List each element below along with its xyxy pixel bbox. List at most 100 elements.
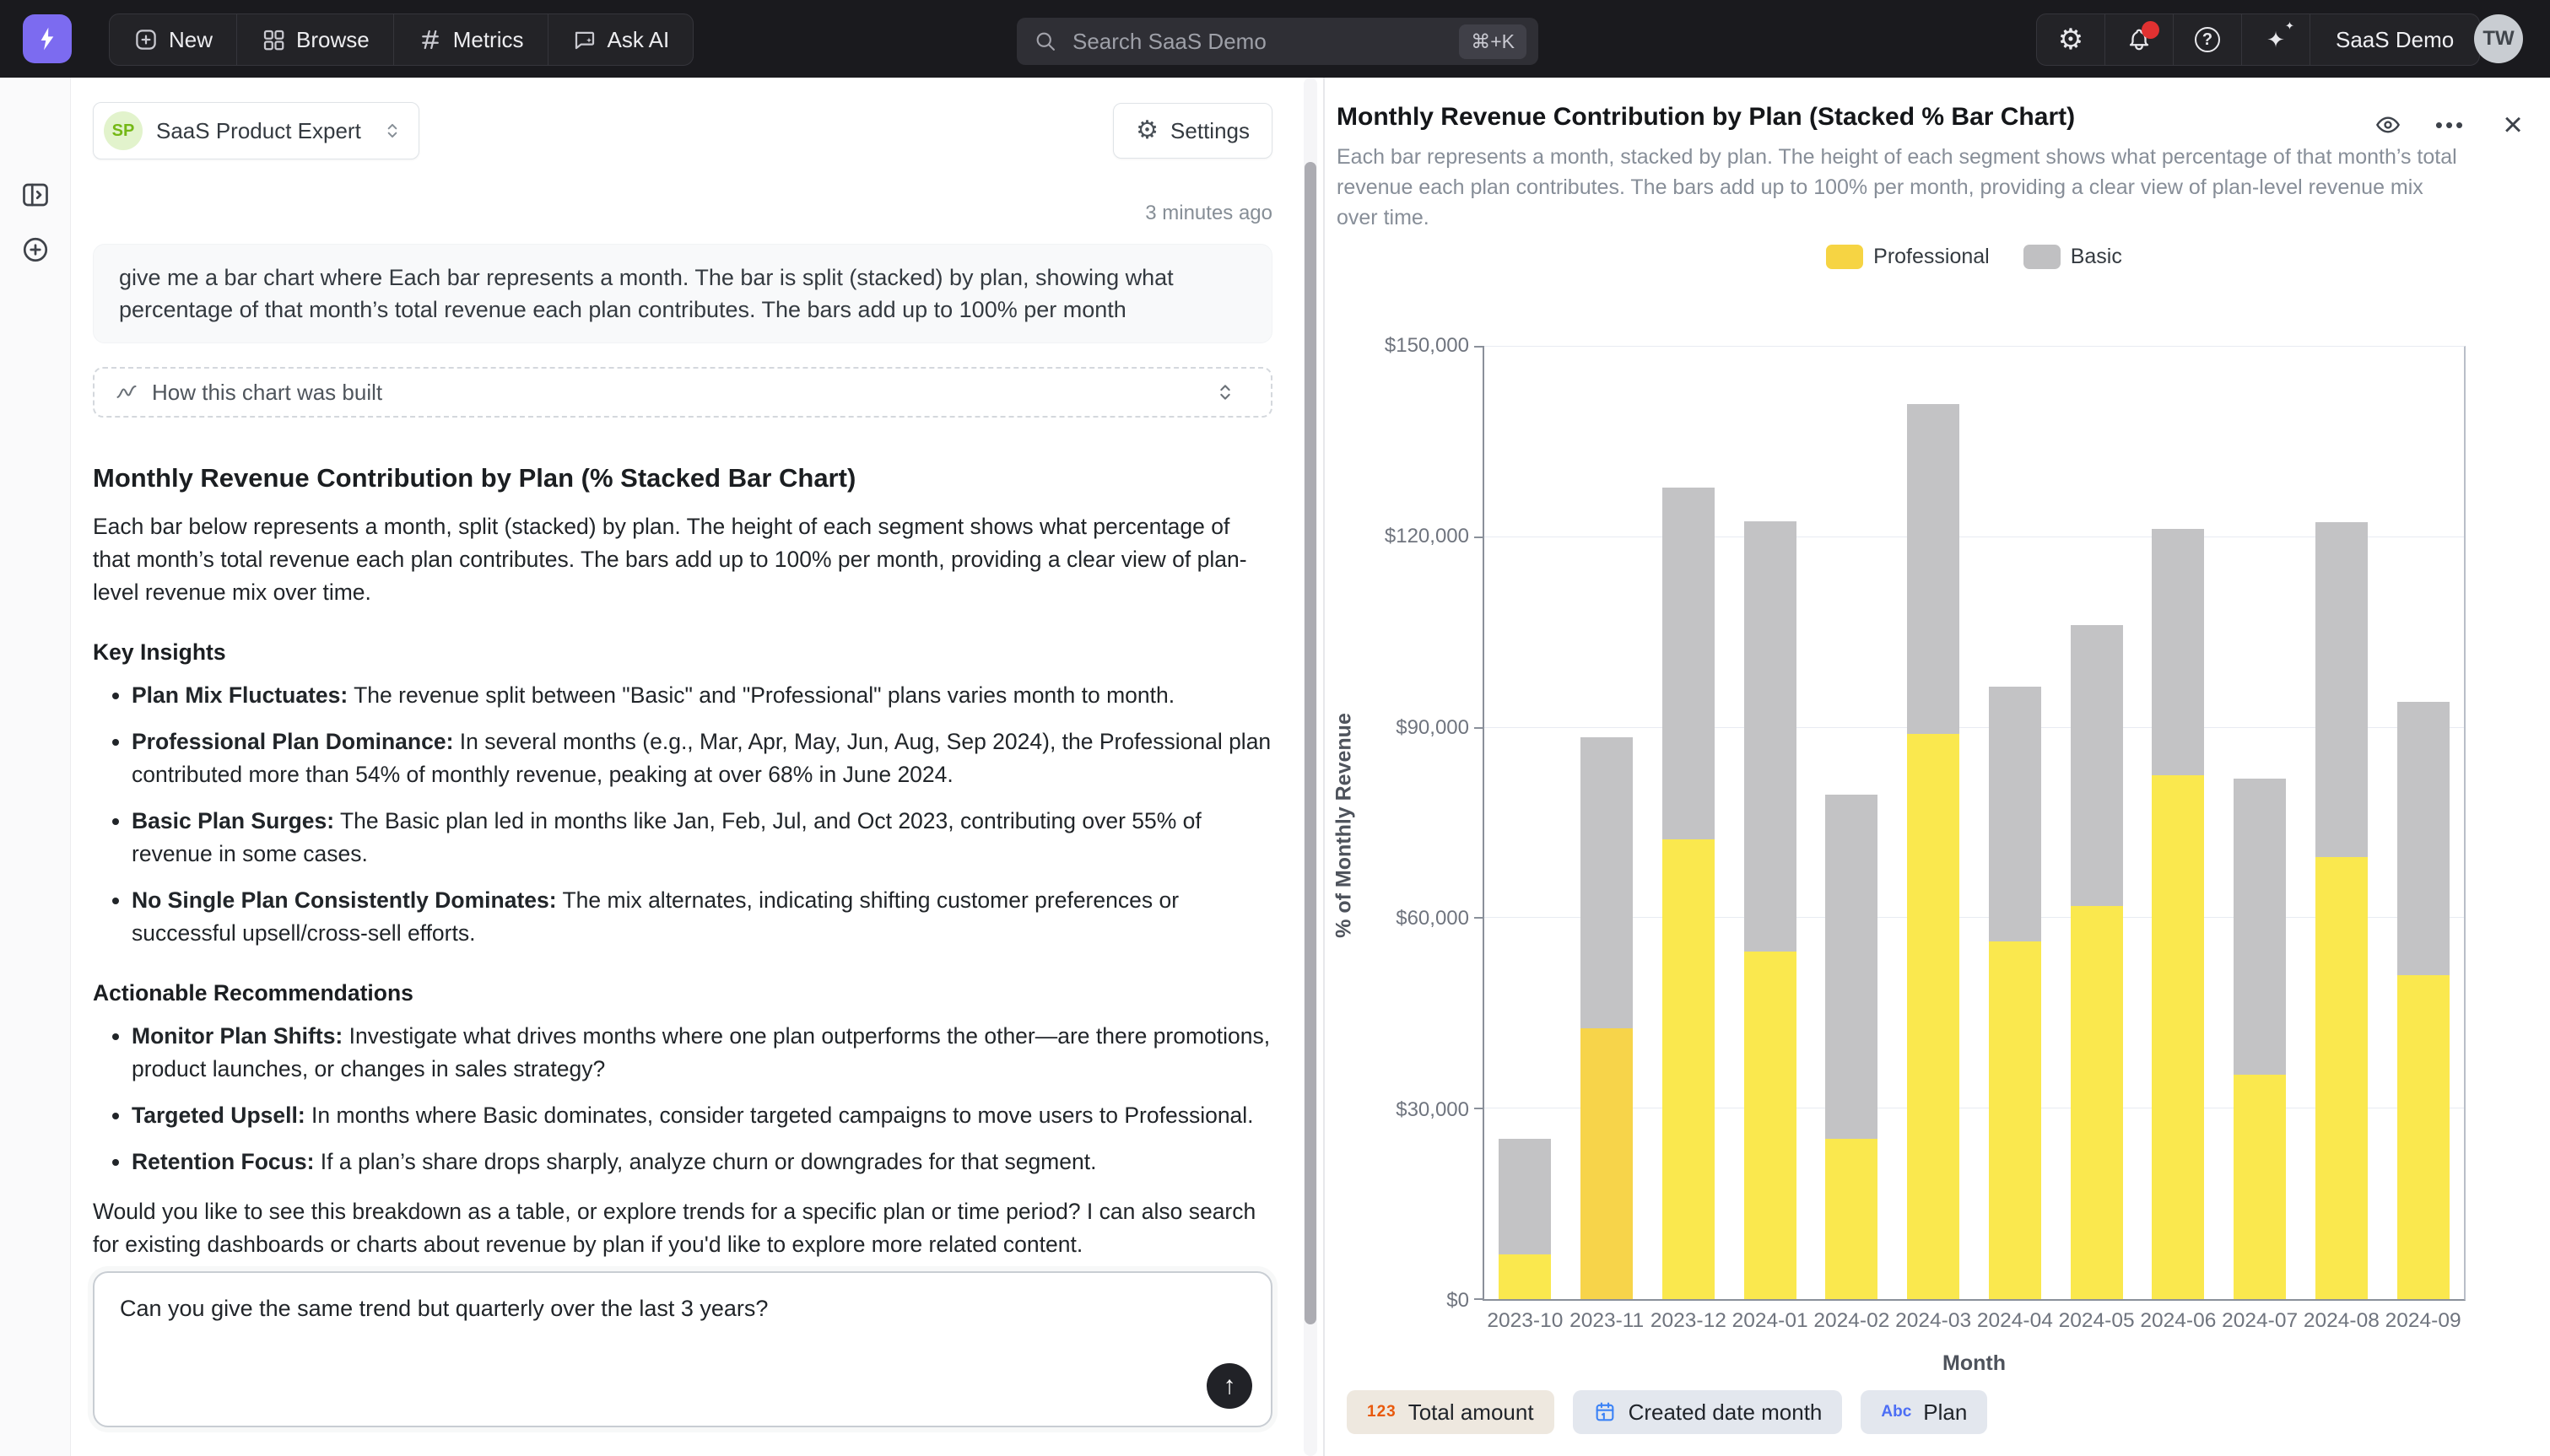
- plus-square-icon: [133, 27, 159, 52]
- notifications-button[interactable]: [2105, 14, 2174, 65]
- bar-segment-professional-2024-08[interactable]: [2315, 857, 2368, 1299]
- bar-segment-basic-2024-08[interactable]: [2315, 522, 2368, 857]
- circle-plus-icon: [20, 235, 51, 265]
- nav-item-label: Ask AI: [608, 27, 670, 53]
- ai-sparkles-button[interactable]: ✦✦: [2242, 14, 2310, 65]
- expand-sidebar-button[interactable]: [20, 180, 51, 210]
- left-rail: [0, 78, 71, 1456]
- bar-segment-professional-2023-11[interactable]: [1580, 1028, 1633, 1299]
- y-tick-mark: [1474, 1108, 1484, 1109]
- panel-actions: ••• ×: [2371, 108, 2530, 142]
- list-item: Professional Plan Dominance: In several …: [132, 725, 1272, 791]
- chart-panel-title: Monthly Revenue Contribution by Plan (St…: [1337, 103, 2533, 132]
- bar-segment-professional-2024-06[interactable]: [2152, 775, 2204, 1299]
- x-axis-title: Month: [1483, 1351, 2466, 1376]
- bar-2023-11[interactable]: [1580, 347, 1633, 1299]
- bar-segment-professional-2024-07[interactable]: [2234, 1075, 2286, 1299]
- bar-segment-professional-2024-04[interactable]: [1989, 941, 2041, 1300]
- agent-selector[interactable]: SP SaaS Product Expert: [93, 102, 419, 159]
- chat-scrollbar[interactable]: [1304, 78, 1317, 1456]
- agent-avatar: SP: [104, 111, 143, 150]
- panel-toggle-icon: [20, 180, 51, 210]
- bar-segment-professional-2024-09[interactable]: [2397, 975, 2450, 1299]
- bar-2024-04[interactable]: [1989, 347, 2041, 1299]
- sparkles-icon: ✦✦: [2266, 27, 2285, 53]
- app-logo[interactable]: [23, 14, 72, 63]
- chat-sparkle-icon: [572, 27, 597, 52]
- bar-segment-professional-2024-03[interactable]: [1907, 734, 1959, 1299]
- global-search-input[interactable]: Search SaaS Demo ⌘+K: [1017, 18, 1538, 65]
- legend-swatch-professional: [1826, 245, 1863, 269]
- bar-segment-professional-2024-01[interactable]: [1744, 952, 1796, 1299]
- agent-settings-button[interactable]: ⚙ Settings: [1113, 103, 1272, 159]
- arrow-up-icon: ↑: [1224, 1372, 1236, 1400]
- nav-item-new[interactable]: New: [110, 14, 237, 65]
- bar-segment-basic-2024-06[interactable]: [2152, 529, 2204, 775]
- bar-segment-professional-2024-02[interactable]: [1825, 1139, 1877, 1299]
- bar-2024-03[interactable]: [1907, 347, 1959, 1299]
- y-tick-mark: [1474, 1298, 1484, 1300]
- settings-nav-button[interactable]: ⚙: [2037, 14, 2105, 65]
- chart-artifact-panel: Monthly Revenue Contribution by Plan (St…: [1323, 78, 2550, 1456]
- bar-segment-professional-2024-05[interactable]: [2071, 906, 2123, 1299]
- list-item: Targeted Upsell: In months where Basic d…: [132, 1099, 1272, 1132]
- x-tick-label: 2024-07: [2222, 1309, 2298, 1333]
- new-thread-button[interactable]: [20, 235, 51, 265]
- chat-header: SP SaaS Product Expert ⚙ Settings: [93, 102, 1272, 159]
- bar-segment-basic-2024-05[interactable]: [2071, 625, 2123, 906]
- bar-2024-02[interactable]: [1825, 347, 1877, 1299]
- project-switcher[interactable]: SaaS Demo: [2310, 14, 2479, 65]
- bar-segment-basic-2024-04[interactable]: [1989, 687, 2041, 941]
- bar-segment-basic-2024-01[interactable]: [1744, 521, 1796, 952]
- x-tick-label: 2023-11: [1569, 1309, 1644, 1333]
- bar-segment-basic-2024-02[interactable]: [1825, 795, 1877, 1138]
- gear-icon: ⚙: [2058, 25, 2083, 54]
- bar-2024-01[interactable]: [1744, 347, 1796, 1299]
- y-tick-label: $120,000: [1385, 525, 1469, 548]
- y-tick-label: $150,000: [1385, 334, 1469, 358]
- bar-2024-07[interactable]: [2234, 347, 2286, 1299]
- number-123-icon: 123: [1367, 1403, 1397, 1421]
- bar-segment-professional-2023-10[interactable]: [1499, 1254, 1551, 1299]
- bar-2024-08[interactable]: [2315, 347, 2368, 1299]
- chat-input[interactable]: Can you give the same trend but quarterl…: [95, 1273, 1271, 1426]
- bar-segment-basic-2023-12[interactable]: [1662, 488, 1715, 839]
- y-tick-mark: [1474, 917, 1484, 919]
- nav-item-ask-ai[interactable]: Ask AI: [548, 14, 694, 65]
- y-tick-label: $90,000: [1396, 716, 1469, 740]
- bar-segment-professional-2023-12[interactable]: [1662, 839, 1715, 1299]
- bar-2024-05[interactable]: [2071, 347, 2123, 1299]
- stacked-bar-chart: 2023-102023-112023-122024-012024-022024-…: [1483, 346, 2466, 1301]
- legend-item-professional[interactable]: Professional: [1826, 245, 1990, 269]
- close-panel-button[interactable]: ×: [2496, 108, 2530, 142]
- send-button[interactable]: ↑: [1207, 1363, 1252, 1409]
- nav-item-browse[interactable]: Browse: [237, 14, 394, 65]
- help-button[interactable]: ?: [2174, 14, 2242, 65]
- bar-segment-basic-2024-03[interactable]: [1907, 404, 1959, 734]
- tag-plan[interactable]: Abc Plan: [1861, 1390, 1987, 1434]
- user-avatar[interactable]: TW: [2474, 14, 2523, 63]
- bar-segment-basic-2024-09[interactable]: [2397, 702, 2450, 975]
- chat-panel: SP SaaS Product Expert ⚙ Settings 3 minu…: [71, 78, 1323, 1456]
- bar-2023-10[interactable]: [1499, 347, 1551, 1299]
- view-details-button[interactable]: [2371, 108, 2405, 142]
- bar-2024-09[interactable]: [2397, 347, 2450, 1299]
- bar-2024-06[interactable]: [2152, 347, 2204, 1299]
- y-tick-mark: [1474, 537, 1484, 538]
- search-icon: [1034, 30, 1057, 53]
- hash-icon: [418, 27, 443, 52]
- tag-created-date-month[interactable]: Created date month: [1573, 1390, 1843, 1434]
- nav-item-metrics[interactable]: Metrics: [394, 14, 548, 65]
- scrollbar-thumb[interactable]: [1305, 162, 1316, 1324]
- x-tick-label: 2024-02: [1813, 1309, 1889, 1333]
- list-item: Basic Plan Surges: The Basic plan led in…: [132, 805, 1272, 871]
- more-options-button[interactable]: •••: [2434, 108, 2467, 142]
- legend-item-basic[interactable]: Basic: [2023, 245, 2122, 269]
- bar-segment-basic-2023-11[interactable]: [1580, 737, 1633, 1028]
- bar-segment-basic-2024-07[interactable]: [2234, 779, 2286, 1075]
- bar-2023-12[interactable]: [1662, 347, 1715, 1299]
- bar-segment-basic-2023-10[interactable]: [1499, 1139, 1551, 1254]
- gear-icon: ⚙: [1136, 118, 1159, 143]
- tag-total-amount[interactable]: 123 Total amount: [1347, 1390, 1554, 1434]
- how-built-collapse[interactable]: How this chart was built: [93, 367, 1272, 418]
